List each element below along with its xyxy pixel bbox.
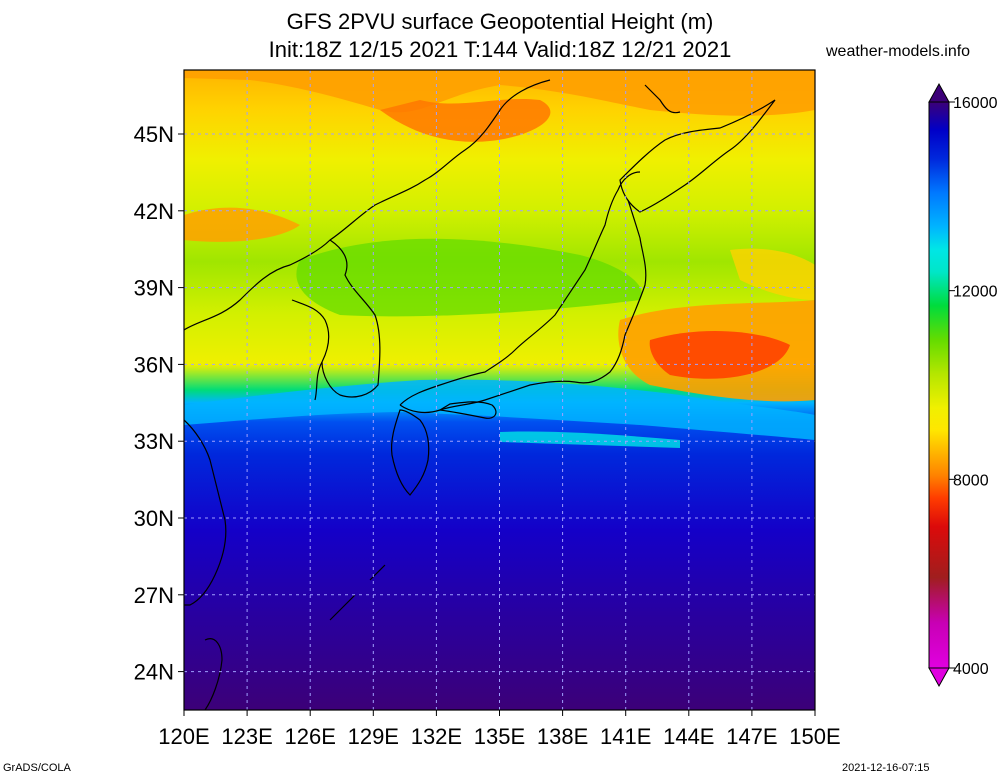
coastline-honshu-north bbox=[399, 171, 641, 406]
red-east-patch bbox=[649, 330, 790, 379]
colorbar-label: 12000 bbox=[953, 284, 998, 301]
coastline-kyushu bbox=[390, 409, 430, 496]
lon-tick-labels: 120E 123E 126E 129E 132E 135E 138E 141E 144E 147E… bbox=[158, 710, 841, 749]
map-title: GFS 2PVU surface Geopotential Height (m) bbox=[286, 9, 714, 34]
field-plot bbox=[184, 70, 815, 710]
map-gridlines bbox=[184, 70, 815, 710]
orange-west-patch bbox=[184, 207, 300, 242]
coastline-hokkaido bbox=[619, 99, 776, 213]
lon-tick-label: 138E bbox=[537, 724, 588, 749]
colorbar-top-arrow bbox=[928, 82, 950, 103]
lon-tick-label: 126E bbox=[285, 724, 336, 749]
coastline-korea-west bbox=[291, 299, 330, 401]
lat-tick-labels: 45N 42N 39N 36N 33N 30N 27N 24N bbox=[134, 122, 184, 685]
lat-tick-label: 33N bbox=[134, 429, 174, 454]
colorbar-bottom-arrow bbox=[928, 667, 950, 688]
colorbar-bar bbox=[928, 101, 950, 669]
lon-tick-label: 120E bbox=[158, 724, 209, 749]
lon-tick-label: 144E bbox=[663, 724, 714, 749]
orange-core-north bbox=[380, 98, 551, 142]
coastlines bbox=[184, 79, 776, 710]
lon-tick-label: 132E bbox=[411, 724, 462, 749]
lon-tick-label: 141E bbox=[600, 724, 651, 749]
colorbar: 16000 12000 8000 4000 bbox=[928, 82, 998, 688]
colorbar-label: 16000 bbox=[953, 95, 998, 112]
coastline-asia-north bbox=[184, 79, 551, 331]
lat-tick-label: 39N bbox=[134, 276, 174, 301]
coastline-honshu-south bbox=[399, 199, 647, 414]
jet-transition bbox=[184, 379, 815, 440]
coastline-korea-east bbox=[321, 239, 381, 398]
coastline-shikoku bbox=[438, 401, 497, 419]
lon-tick-label: 135E bbox=[474, 724, 525, 749]
high-orange-north bbox=[184, 70, 815, 116]
lat-tick-label: 30N bbox=[134, 506, 174, 531]
lat-tick-label: 45N bbox=[134, 122, 174, 147]
colorbar-label: 4000 bbox=[953, 661, 989, 678]
coastline-ryukyu bbox=[329, 564, 386, 621]
colorbar-label: 8000 bbox=[953, 472, 989, 489]
coastline-sakhalin bbox=[644, 84, 681, 114]
map-subtitle: Init:18Z 12/15 2021 T:144 Valid:18Z 12/2… bbox=[268, 37, 732, 62]
lon-tick-label: 123E bbox=[221, 724, 272, 749]
green-band bbox=[296, 238, 642, 317]
lat-tick-label: 27N bbox=[134, 583, 174, 608]
lat-tick-label: 24N bbox=[134, 660, 174, 685]
lat-tick-label: 36N bbox=[134, 352, 174, 377]
lat-tick-label: 42N bbox=[134, 199, 174, 224]
lon-tick-label: 129E bbox=[348, 724, 399, 749]
site-credit: weather-models.info bbox=[826, 43, 971, 60]
lon-tick-label: 150E bbox=[789, 724, 840, 749]
footer-timestamp: 2021-12-16-07:15 bbox=[842, 762, 930, 774]
footer-credit: GrADS/COLA bbox=[3, 762, 71, 774]
coastline-china-east bbox=[184, 419, 227, 606]
cyan-streak bbox=[500, 431, 680, 448]
coastline-taiwan bbox=[204, 638, 223, 710]
lon-tick-label: 147E bbox=[726, 724, 777, 749]
